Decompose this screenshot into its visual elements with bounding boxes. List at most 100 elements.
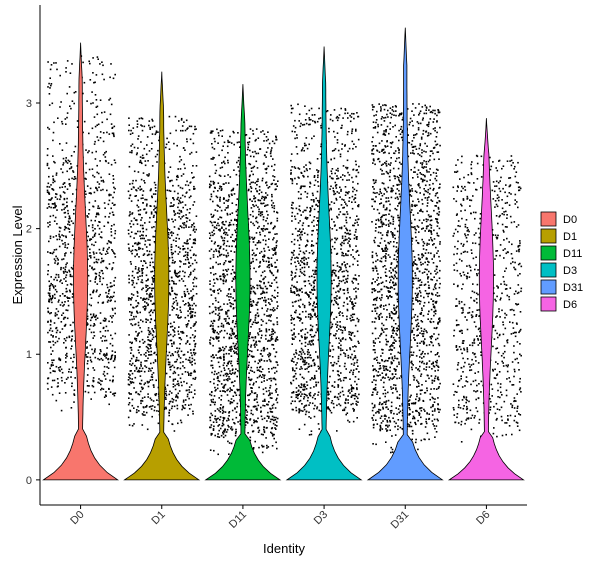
point <box>190 384 193 386</box>
point <box>177 206 179 209</box>
point <box>182 129 184 132</box>
point <box>294 370 296 372</box>
point <box>52 364 54 366</box>
point <box>92 57 94 59</box>
point <box>140 319 142 321</box>
point <box>333 279 335 281</box>
point <box>301 322 304 324</box>
point <box>313 135 315 137</box>
point <box>194 187 196 190</box>
point <box>329 355 331 357</box>
point <box>272 158 274 160</box>
point <box>274 389 277 392</box>
point <box>271 328 274 330</box>
point <box>49 287 51 289</box>
point <box>193 201 196 203</box>
point <box>176 383 178 386</box>
point <box>46 207 49 209</box>
point <box>274 419 277 421</box>
point <box>231 332 234 335</box>
point <box>184 404 187 406</box>
point <box>356 359 359 361</box>
point <box>56 313 58 316</box>
point <box>357 204 360 206</box>
point <box>215 261 217 264</box>
point <box>329 409 332 412</box>
point <box>97 205 100 207</box>
point <box>65 71 67 73</box>
point <box>226 372 228 375</box>
point <box>169 400 171 403</box>
point <box>260 202 262 205</box>
point <box>54 161 56 164</box>
point <box>270 183 273 186</box>
point <box>239 420 241 423</box>
point <box>50 84 52 87</box>
point <box>147 381 149 384</box>
point <box>92 174 94 177</box>
point <box>49 367 51 370</box>
point <box>151 328 153 330</box>
point <box>111 296 113 299</box>
point <box>336 237 339 240</box>
point <box>217 337 220 339</box>
point <box>222 269 225 272</box>
point <box>331 271 334 273</box>
point <box>355 128 357 131</box>
point <box>56 385 59 388</box>
point <box>148 243 151 246</box>
point <box>271 294 274 297</box>
point <box>175 394 178 396</box>
point <box>148 311 151 314</box>
point <box>57 274 60 276</box>
point <box>221 135 223 137</box>
point <box>344 175 346 177</box>
point <box>226 294 228 297</box>
point <box>309 334 312 336</box>
point <box>108 387 110 390</box>
point <box>313 208 316 211</box>
point <box>177 253 180 255</box>
point <box>68 231 71 233</box>
point <box>141 129 144 132</box>
point <box>142 190 145 192</box>
point <box>350 395 353 398</box>
point <box>254 244 257 246</box>
point <box>261 213 264 216</box>
point <box>89 356 92 359</box>
point <box>266 315 268 317</box>
point <box>264 205 266 207</box>
point <box>142 157 145 159</box>
point <box>142 264 144 267</box>
point <box>218 436 221 438</box>
point <box>56 329 59 332</box>
point <box>227 200 229 202</box>
point <box>146 250 148 252</box>
point <box>93 81 95 84</box>
point <box>172 205 174 207</box>
point <box>56 290 58 293</box>
point <box>257 180 259 182</box>
point <box>149 261 152 264</box>
point <box>224 428 226 430</box>
point <box>269 152 272 155</box>
point <box>293 353 295 356</box>
point <box>265 136 268 138</box>
point <box>57 117 59 119</box>
point <box>192 242 195 245</box>
point <box>103 353 105 355</box>
point <box>144 305 146 307</box>
point <box>149 264 151 267</box>
point <box>60 101 62 103</box>
point <box>245 409 248 411</box>
point <box>95 150 97 153</box>
point <box>253 237 255 240</box>
point <box>76 126 79 128</box>
point <box>266 447 268 449</box>
point <box>220 357 222 360</box>
point <box>181 125 184 127</box>
point <box>143 125 146 128</box>
point <box>294 275 297 277</box>
point <box>188 343 191 345</box>
point <box>136 370 139 373</box>
